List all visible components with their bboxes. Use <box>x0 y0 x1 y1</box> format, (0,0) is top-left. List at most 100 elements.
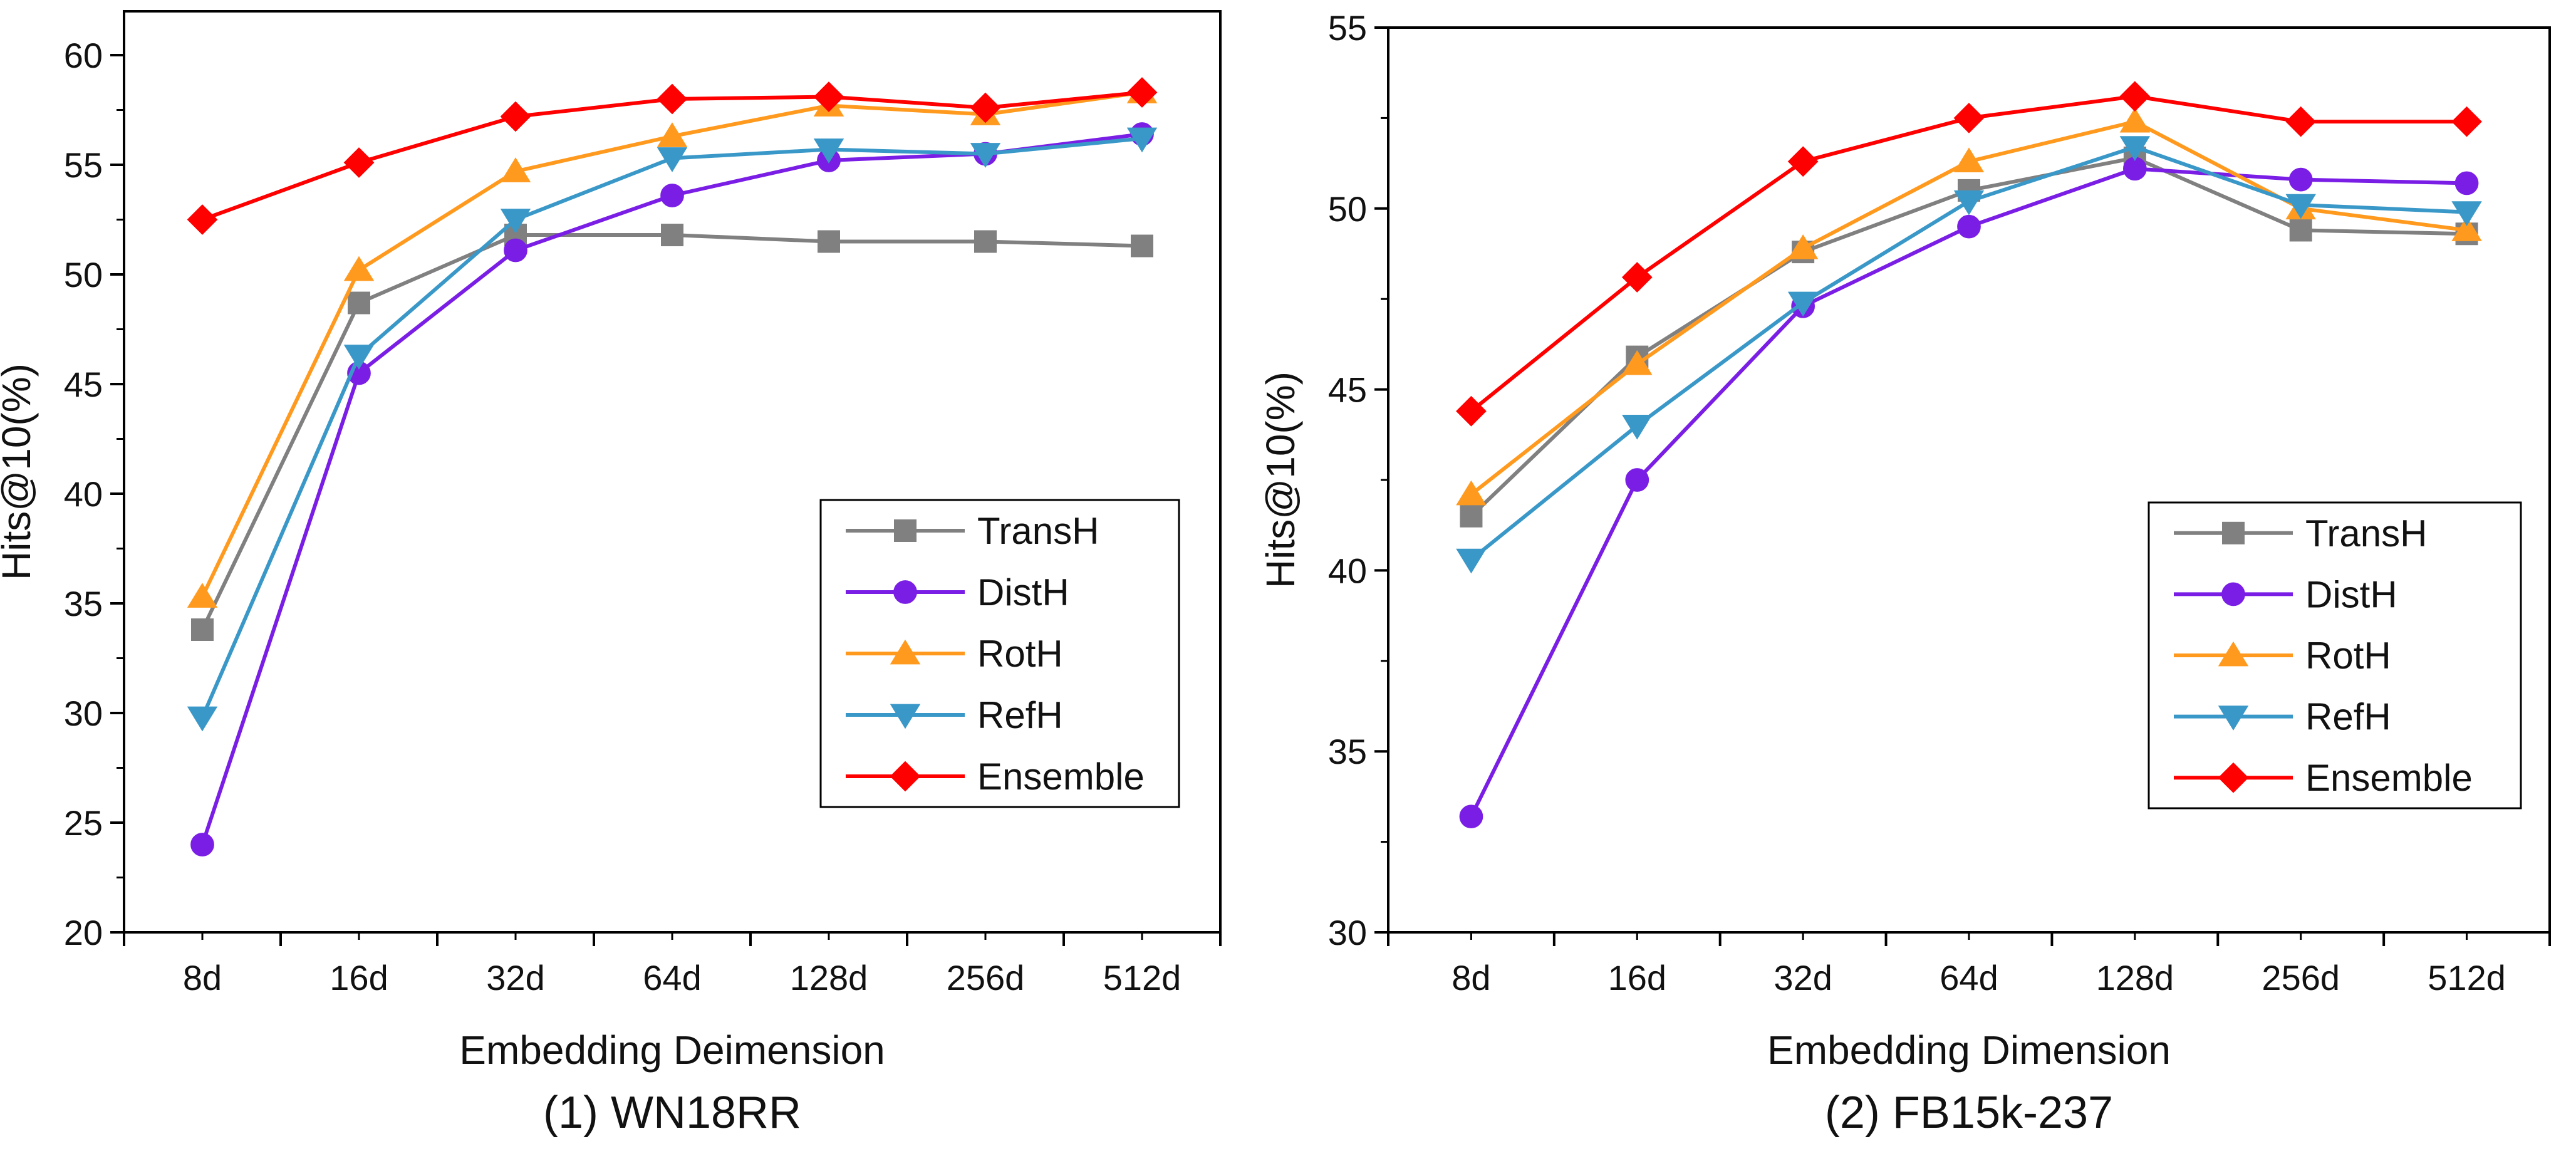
y-tick-label: 45 <box>64 365 103 404</box>
y-tick-label: 60 <box>64 36 103 75</box>
data-point-disth <box>190 833 214 856</box>
data-point-refh <box>343 345 375 370</box>
x-tick-label: 512d <box>2428 958 2506 997</box>
data-point-refh <box>2119 136 2151 161</box>
legend-item-ensemble: Ensemble <box>846 756 1145 798</box>
legend-label: RefH <box>2305 696 2391 738</box>
y-tick-label: 40 <box>64 474 103 514</box>
x-tick-label: 64d <box>643 958 701 997</box>
data-point-refh <box>657 147 688 172</box>
y-tick-label: 35 <box>64 584 103 623</box>
x-axis: 8d 16d 32d 64d 128d 256d 512d <box>1387 932 2551 997</box>
data-point-refh <box>2285 194 2316 219</box>
legend-item-ensemble: Ensemble <box>2174 757 2473 799</box>
y-tick-label: 20 <box>64 913 103 952</box>
legend-label: Ensemble <box>2305 757 2473 799</box>
data-point-roth <box>1456 480 1487 506</box>
data-point-roth <box>657 122 688 147</box>
series-ensemble <box>187 77 1158 235</box>
legend-item-refh: RefH <box>846 694 1063 736</box>
x-tick-label: 32d <box>1774 958 1832 997</box>
legend-item-refh: RefH <box>2174 696 2391 738</box>
legend-item-roth: RotH <box>846 633 1063 675</box>
data-point-refh <box>1126 127 1158 153</box>
legend-marker <box>890 639 921 665</box>
legend-label: TransH <box>977 510 1099 552</box>
legend: TransH DistH RotH RefH Ensemble <box>819 499 1180 808</box>
x-tick-label: 128d <box>790 958 868 997</box>
data-point-transh <box>1131 234 1153 258</box>
data-point-refh <box>1622 415 1653 440</box>
y-tick-label: 25 <box>64 803 103 843</box>
legend-label: RotH <box>2305 635 2391 677</box>
data-point-ensemble <box>2451 106 2482 137</box>
x-tick-label: 32d <box>486 958 544 997</box>
data-point-refh <box>970 143 1001 168</box>
data-point-ensemble <box>1953 103 1985 133</box>
data-point-transh <box>2289 219 2312 242</box>
data-point-refh <box>1953 190 1985 216</box>
data-point-transh <box>661 224 683 246</box>
data-point-disth <box>1625 468 1649 492</box>
data-point-roth <box>1622 350 1653 375</box>
legend: TransH DistH RotH RefH Ensemble <box>2148 501 2522 810</box>
chart-panel-2: 30 35 40 45 50 55 8d 16d 32d 64d 128d 256d 512d Embed… <box>1258 8 2551 1138</box>
data-point-roth <box>2451 216 2482 241</box>
legend-marker <box>894 519 917 542</box>
data-point-roth <box>343 256 375 281</box>
y-tick-label: 30 <box>1328 913 1367 952</box>
data-point-roth <box>1787 234 1819 259</box>
data-point-transh <box>974 230 997 253</box>
legend-item-roth: RotH <box>2174 635 2391 677</box>
data-point-refh <box>1456 548 1487 574</box>
y-tick-label: 30 <box>64 694 103 733</box>
legend-label: DistH <box>977 571 1069 613</box>
legend-marker <box>2218 762 2249 793</box>
data-point-ensemble <box>2285 106 2317 137</box>
data-point-transh <box>348 291 370 315</box>
data-point-refh <box>1787 291 1819 317</box>
legend-marker <box>890 704 921 729</box>
data-point-disth <box>2454 171 2479 195</box>
x-axis: 8d 16d 32d 64d 128d 256d 512d <box>123 932 1222 997</box>
data-point-refh <box>813 138 844 164</box>
data-point-disth <box>2288 167 2313 192</box>
y-axis: 20 25 30 35 40 45 50 55 60 <box>64 36 124 952</box>
x-axis-title: Embedding Deimension <box>459 1028 885 1073</box>
chart-caption: (1) WN18RR <box>543 1088 801 1138</box>
legend-label: RefH <box>977 694 1063 736</box>
x-tick-label: 64d <box>1940 958 1998 997</box>
chart-caption: (2) FB15k-237 <box>1825 1088 2113 1138</box>
data-point-refh <box>500 209 531 234</box>
x-tick-label: 16d <box>1608 958 1666 997</box>
data-point-refh <box>187 706 218 732</box>
data-point-transh <box>191 618 214 641</box>
legend-marker <box>2218 641 2249 667</box>
chart-panel-1: 20 25 30 35 40 45 50 55 60 8d 16d 32d 64d 128d 256d 512… <box>0 10 1222 1138</box>
legend-item-transh: TransH <box>846 510 1099 552</box>
data-point-ensemble <box>657 83 688 115</box>
data-point-ensemble <box>2119 81 2151 112</box>
y-axis-title: Hits@10(%) <box>1258 372 1303 588</box>
y-tick-label: 50 <box>64 255 103 294</box>
data-point-transh <box>818 230 840 253</box>
x-tick-label: 16d <box>330 958 388 997</box>
legend-label: DistH <box>2305 573 2397 615</box>
data-point-disth <box>1957 214 1981 239</box>
legend-label: Ensemble <box>977 756 1145 798</box>
y-axis: 30 35 40 45 50 55 <box>1328 8 1388 952</box>
data-point-ensemble <box>970 92 1001 123</box>
data-point-roth <box>187 583 218 608</box>
x-tick-label: 512d <box>1103 958 1182 997</box>
x-tick-label: 256d <box>2262 958 2340 997</box>
legend-label: TransH <box>2305 513 2427 554</box>
x-tick-label: 8d <box>183 958 222 997</box>
data-point-disth <box>504 238 527 263</box>
data-point-ensemble <box>500 101 531 132</box>
legend-item-disth: DistH <box>846 571 1069 613</box>
x-tick-label: 256d <box>947 958 1025 997</box>
legend-marker <box>893 580 917 604</box>
x-tick-label: 8d <box>1452 958 1490 997</box>
legend-item-disth: DistH <box>2174 573 2397 615</box>
data-point-roth <box>1953 147 1985 173</box>
